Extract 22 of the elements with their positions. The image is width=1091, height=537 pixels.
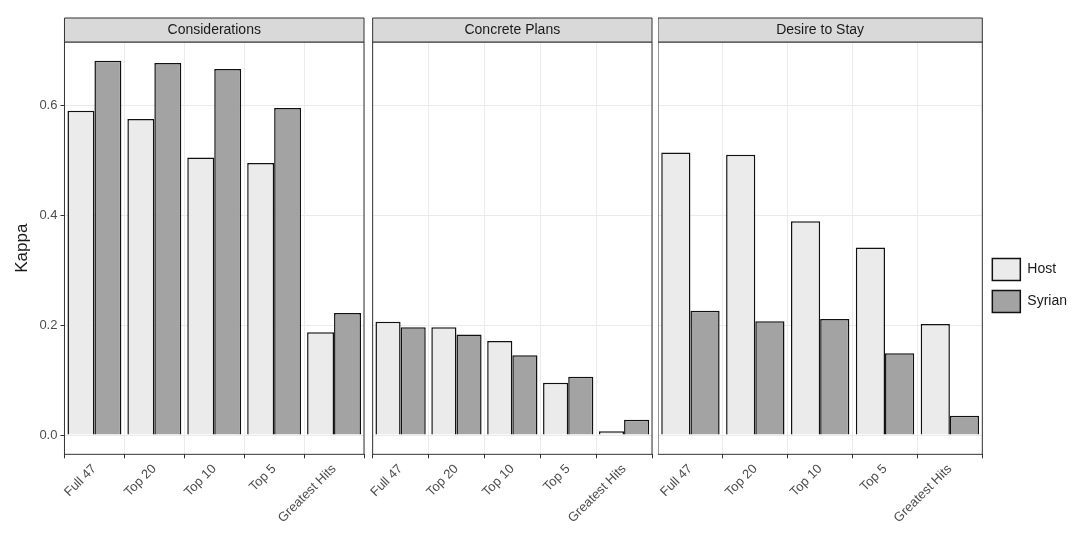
chart-title: Considerations	[167, 20, 261, 37]
y-tick-label: 0.0	[39, 426, 58, 442]
y-axis-title: Kappa	[11, 223, 31, 273]
x-tick-label: Top 10	[180, 460, 219, 500]
x-tick-label: Top 20	[422, 460, 462, 500]
x-tick-label: Top 5	[856, 460, 890, 494]
x-tick-label: Top 10	[478, 460, 517, 500]
chart-title: Desire to Stay	[776, 20, 865, 37]
x-tick-label: Full 47	[367, 460, 406, 500]
legend-label: Host	[1027, 260, 1057, 277]
y-tick-label: 0.6	[39, 96, 58, 112]
chart-title: Concrete Plans	[464, 20, 561, 37]
x-tick-label: Top 5	[245, 460, 279, 494]
x-tick-label: Full 47	[656, 460, 696, 500]
y-tick-label: 0.4	[39, 206, 58, 222]
x-tick-label: Top 20	[120, 460, 159, 500]
x-tick-label: Top 20	[721, 460, 760, 500]
y-tick-label: 0.2	[39, 316, 58, 332]
x-tick-label: Full 47	[60, 460, 100, 500]
x-tick-label: Top 10	[786, 460, 825, 500]
legend-label: Syrian	[1027, 292, 1067, 309]
x-tick-label: Top 5	[539, 460, 573, 494]
